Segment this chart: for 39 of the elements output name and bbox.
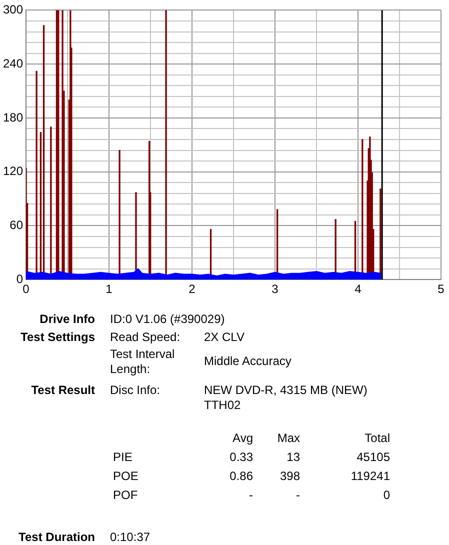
text: Avg — [232, 431, 253, 446]
text: TTH02 — [204, 398, 241, 413]
x-tick-label: 3 — [272, 282, 279, 296]
text: - — [248, 488, 253, 503]
x-tick-label: 1 — [106, 282, 113, 296]
text: 0:10:37 — [110, 530, 150, 545]
text: Total — [364, 431, 390, 446]
x-tick-label: 4 — [354, 282, 362, 296]
text: Test Interval Length: — [110, 347, 176, 377]
y-tick-label: 0 — [16, 272, 24, 286]
text: 0 — [382, 488, 390, 503]
text: POF — [113, 488, 138, 503]
text: 2X CLV — [204, 330, 244, 345]
x-tick-label: 2 — [188, 282, 196, 296]
y-tick-label: 300 — [2, 2, 24, 17]
y-tick-label: 240 — [2, 56, 24, 70]
text: 0.86 — [228, 469, 253, 484]
text: 13 — [286, 450, 300, 464]
text: Disc Info: — [110, 383, 160, 398]
text: - — [296, 488, 300, 502]
text: Middle Accuracy — [204, 354, 292, 369]
text: POE — [113, 469, 138, 484]
text: 398 — [280, 469, 300, 483]
y-tick-label: 60 — [10, 218, 24, 232]
text: ID:0 V1.06 (#390029) — [110, 312, 225, 327]
text: Test Result — [30, 383, 95, 398]
text: Drive Info — [38, 312, 95, 327]
text: 119241 — [350, 469, 390, 484]
y-tick-label: 180 — [2, 110, 24, 124]
text: Read Speed: — [110, 330, 180, 345]
y-tick-label: 120 — [2, 164, 24, 178]
text: PIE — [113, 450, 132, 465]
text: Max — [277, 431, 300, 445]
text: Test Duration — [18, 530, 95, 545]
x-tick-label: 5 — [438, 282, 445, 296]
text: NEW DVD-R, 4315 MB (NEW) — [204, 383, 368, 398]
text: 0.33 — [228, 450, 253, 465]
text: 45105 — [356, 450, 390, 465]
text: Test Settings — [20, 330, 95, 345]
